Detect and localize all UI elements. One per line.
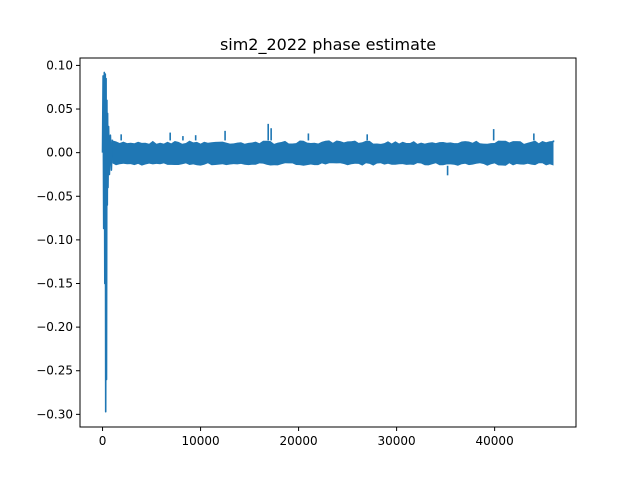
- y-tick-label: −0.20: [36, 320, 73, 334]
- x-tick-label: 40000: [476, 434, 514, 448]
- y-tick-label: 0.00: [46, 146, 73, 160]
- series-steady-band: [112, 140, 554, 166]
- chart-title: sim2_2022 phase estimate: [220, 35, 436, 55]
- series-line: [101, 71, 114, 413]
- y-tick-label: −0.30: [36, 407, 73, 421]
- plot-area: [101, 71, 555, 413]
- y-tick-label: 0.05: [46, 102, 73, 116]
- x-tick-label: 30000: [378, 434, 416, 448]
- y-tick-label: −0.05: [36, 189, 73, 203]
- y-tick-label: −0.15: [36, 277, 73, 291]
- x-tick-label: 10000: [181, 434, 219, 448]
- y-tick-label: −0.25: [36, 364, 73, 378]
- series-spikes: [120, 123, 555, 176]
- y-axis: 0.10 0.05 0.00 −0.05 −0.10 −0.15 −0.20 −0.25 −0.…: [36, 58, 80, 421]
- x-tick-label: 20000: [279, 434, 317, 448]
- y-tick-label: 0.10: [46, 58, 73, 72]
- x-tick-label: 0: [99, 434, 107, 448]
- y-tick-label: −0.10: [36, 233, 73, 247]
- axes-frame: [79, 57, 577, 428]
- x-axis: 0 10000 20000 30000 40000: [99, 427, 514, 448]
